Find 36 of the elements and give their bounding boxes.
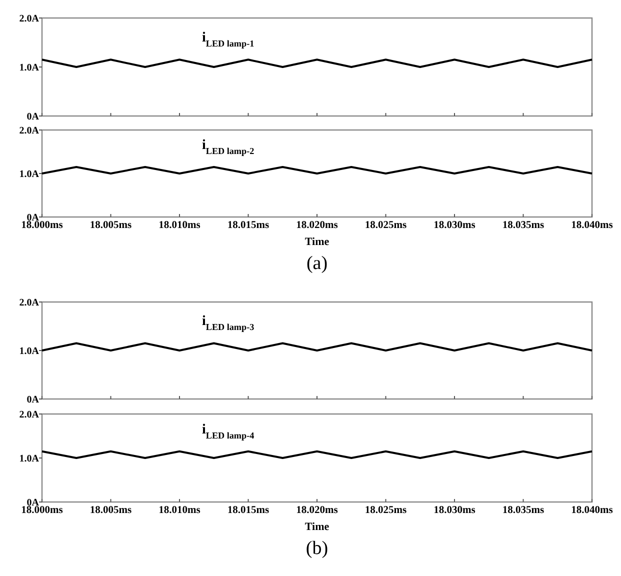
x-tick-label: 18.025ms [364, 505, 407, 516]
x-tick-label: 18.030ms [434, 505, 476, 516]
series-label: i$_{LED lamp-4}$ [202, 422, 255, 440]
x-axis-title: Time [304, 521, 330, 533]
x-axis-title: Time [304, 236, 330, 248]
x-tick-label: 18.010ms [158, 505, 200, 516]
y-tick-label: 2.0A [19, 126, 40, 136]
x-tick-label: 18.000ms [21, 505, 63, 516]
x-tick-label: 18.005ms [90, 505, 132, 516]
y-tick-label: 1.0A [19, 454, 40, 464]
x-tick-label: 18.020ms [296, 220, 338, 231]
y-tick-label: 2.0A [19, 410, 40, 420]
x-tick-label: 18.040ms [571, 505, 613, 516]
x-tick-label: 18.030ms [434, 220, 476, 231]
y-tick-label: 1.0A [19, 346, 40, 357]
y-tick-label: 1.0A [19, 62, 40, 74]
x-tick-label: 18.000ms [21, 220, 63, 231]
x-tick-label: 18.015ms [227, 505, 270, 516]
text: (a) [306, 253, 328, 274]
y-tick-label: 2.0A [19, 298, 40, 308]
x-tick-label: 18.040ms [571, 220, 613, 231]
x-tick-label: 18.010ms [158, 220, 200, 231]
x-tick-label: 18.020ms [296, 505, 338, 516]
x-tick-label: 18.035ms [502, 505, 544, 516]
series-label: i$_{LED lamp-2}$ [202, 138, 255, 156]
x-tick-label: 18.035ms [502, 220, 544, 231]
y-tick-label: 0A [26, 112, 40, 122]
y-tick-label: 2.0A [19, 14, 40, 24]
x-tick-label: 18.005ms [90, 220, 132, 231]
text: (b) [306, 538, 328, 559]
series-label: i$_{LED lamp-3}$ [202, 314, 255, 332]
x-tick-label: 18.015ms [227, 220, 270, 231]
y-tick-label: 0A [26, 394, 40, 406]
series-label: i$_{LED lamp-1}$ [202, 30, 255, 49]
x-tick-label: 18.025ms [364, 220, 407, 231]
y-tick-label: 1.0A [19, 169, 40, 180]
